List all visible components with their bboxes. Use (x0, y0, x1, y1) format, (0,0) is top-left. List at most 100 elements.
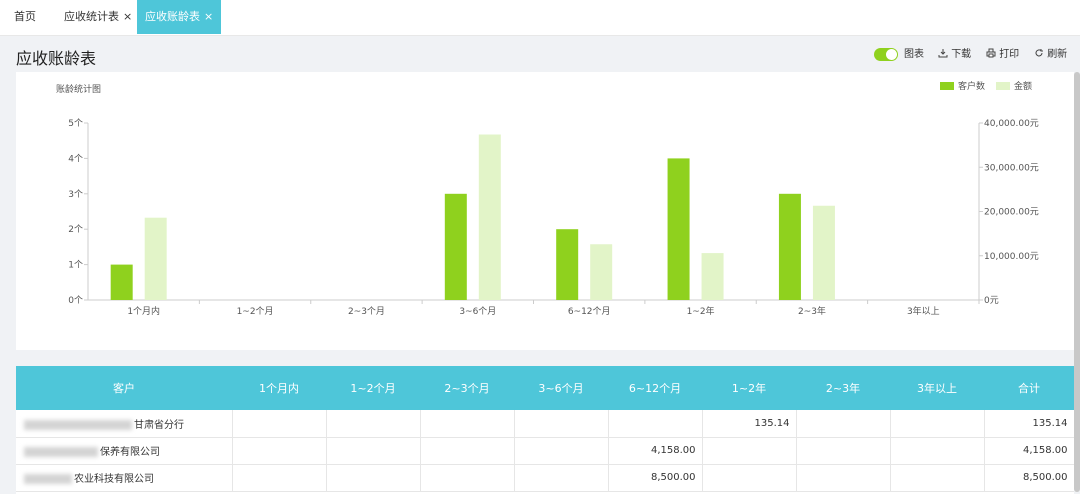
table-header-row: 客户 1个月内 1~2个月 2~3个月 3~6个月 6~12个月 1~2年 2~… (16, 366, 1074, 410)
customer-cell: 甘肃省分行 (16, 410, 233, 438)
chart-toggle-label: 图表 (904, 49, 924, 60)
table-cell (420, 410, 515, 438)
x-tick-label: 2~3个月 (348, 306, 385, 317)
x-tick-label: 2~3年 (798, 305, 826, 317)
x-tick-label: 6~12个月 (568, 306, 611, 317)
column-header[interactable]: 2~3个月 (420, 366, 514, 410)
tab-label: 应收统计表 (64, 10, 119, 23)
y-left-tick-label: 3个 (68, 189, 83, 200)
tab-bar: 首页 应收统计表 × 应收账龄表 × (0, 0, 1080, 36)
bar-customers (556, 229, 579, 300)
table-cell (232, 410, 327, 438)
legend-label: 金额 (1014, 82, 1033, 92)
x-tick-label: 1个月内 (127, 305, 160, 317)
tab-receivable-stats[interactable]: 应收统计表 × (64, 0, 132, 34)
page-header: 应收账龄表 图表 下载 打印 刷新 (0, 37, 1080, 73)
refresh-button[interactable]: 刷新 (1034, 47, 1067, 63)
x-tick-label: 1~2年 (687, 305, 715, 317)
table-cell (514, 437, 609, 465)
y-right-tick-label: 30,000.00元 (984, 163, 1039, 173)
column-header[interactable]: 1个月内 (232, 366, 326, 410)
chart-title: 账龄统计图 (56, 85, 102, 95)
close-icon[interactable]: × (123, 10, 133, 23)
table-cell (326, 464, 421, 492)
column-header[interactable]: 1~2年 (702, 366, 796, 410)
table-cell (890, 464, 985, 492)
table-cell (326, 410, 421, 438)
y-right-tick-label: 20,000.00元 (984, 208, 1039, 218)
aging-table: 客户 1个月内 1~2个月 2~3个月 3~6个月 6~12个月 1~2年 2~… (16, 366, 1074, 494)
download-button[interactable]: 下载 (938, 47, 971, 63)
y-right-tick-label: 0元 (984, 296, 999, 306)
bar-customers (778, 193, 801, 300)
print-button[interactable]: 打印 (986, 47, 1019, 63)
table-cell (420, 464, 515, 492)
table-cell: 135.14 (984, 410, 1074, 438)
download-icon (938, 49, 948, 58)
close-icon[interactable]: × (204, 10, 214, 23)
page-title: 应收账龄表 (16, 49, 97, 68)
print-label: 打印 (999, 49, 1020, 60)
x-tick-label: 3~6个月 (459, 306, 496, 317)
table-cell (796, 464, 891, 492)
table-row[interactable]: 农业科技有限公司 8,500.00 8,500.00 (16, 464, 1074, 492)
customer-cell: 农业科技有限公司 (16, 464, 233, 492)
redacted-text (24, 474, 72, 484)
tab-label: 应收账龄表 (145, 10, 200, 23)
table-cell: 4,158.00 (608, 437, 703, 465)
table-cell (608, 410, 703, 438)
customer-name: 甘肃省分行 (134, 419, 184, 431)
chart-toggle[interactable]: 图表 (874, 47, 924, 63)
table-cell (420, 437, 515, 465)
column-header[interactable]: 客户 (16, 366, 232, 410)
y-left-tick-label: 4个 (68, 153, 83, 164)
legend-item-customers[interactable]: 客户数 (940, 81, 986, 93)
legend-swatch (940, 81, 954, 90)
bar-customers (667, 158, 690, 300)
column-header[interactable]: 6~12个月 (608, 366, 702, 410)
table-cell (890, 437, 985, 465)
bar-amount (701, 253, 724, 300)
tab-receivable-aging[interactable]: 应收账龄表 × (137, 0, 222, 34)
table-cell: 4,158.00 (984, 437, 1074, 465)
table-cell (796, 437, 891, 465)
table-cell (702, 464, 797, 492)
y-right-tick-label: 10,000.00元 (984, 252, 1039, 262)
table-cell: 8,500.00 (608, 464, 703, 492)
bar-customers (110, 264, 133, 300)
toggle-switch[interactable] (874, 48, 898, 61)
table-row[interactable]: 保养有限公司 4,158.00 4,158.00 (16, 437, 1074, 465)
y-left-tick-label: 1个 (68, 260, 83, 271)
y-left-tick-label: 0个 (68, 295, 83, 306)
column-header[interactable]: 2~3年 (796, 366, 890, 410)
bar-chart: 0个 1个 2个 3个 4个 5个 0元 10,000.00元 20,000.00元 30,000… (68, 118, 1039, 317)
legend-item-amount[interactable]: 金额 (996, 81, 1033, 93)
bar-amount (478, 134, 501, 300)
scrollbar-thumb[interactable] (1074, 72, 1080, 492)
redacted-text (24, 447, 98, 457)
x-tick-label: 3年以上 (907, 305, 940, 317)
refresh-icon (1035, 49, 1043, 57)
chart-legend: 客户数 金额 (940, 81, 1033, 94)
column-header[interactable]: 3~6个月 (514, 366, 608, 410)
y-left-tick-label: 5个 (68, 118, 83, 129)
printer-icon (986, 48, 996, 58)
refresh-label: 刷新 (1047, 49, 1068, 60)
customer-cell: 保养有限公司 (16, 437, 233, 465)
x-tick-label: 1~2个月 (237, 306, 274, 317)
column-header[interactable]: 3年以上 (890, 366, 984, 410)
legend-label: 客户数 (958, 82, 986, 92)
download-label: 下载 (951, 49, 972, 60)
table-cell (514, 410, 609, 438)
column-header[interactable]: 1~2个月 (326, 366, 420, 410)
table-cell: 135.14 (702, 410, 797, 438)
redacted-text (24, 419, 132, 430)
tab-home[interactable]: 首页 (14, 0, 36, 34)
bar-amount (590, 244, 613, 300)
table-cell (232, 464, 327, 492)
column-header[interactable]: 合计 (984, 366, 1074, 410)
toolbar: 图表 下载 打印 刷新 (872, 47, 1072, 63)
table-cell (890, 410, 985, 438)
table-row[interactable]: 甘肃省分行 135.14 135.14 (16, 410, 1074, 438)
tab-label: 首页 (14, 10, 36, 23)
